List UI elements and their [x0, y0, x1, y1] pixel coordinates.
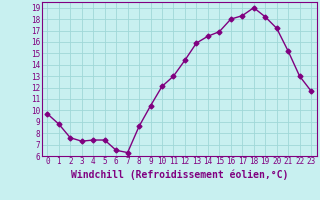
X-axis label: Windchill (Refroidissement éolien,°C): Windchill (Refroidissement éolien,°C)	[70, 169, 288, 180]
